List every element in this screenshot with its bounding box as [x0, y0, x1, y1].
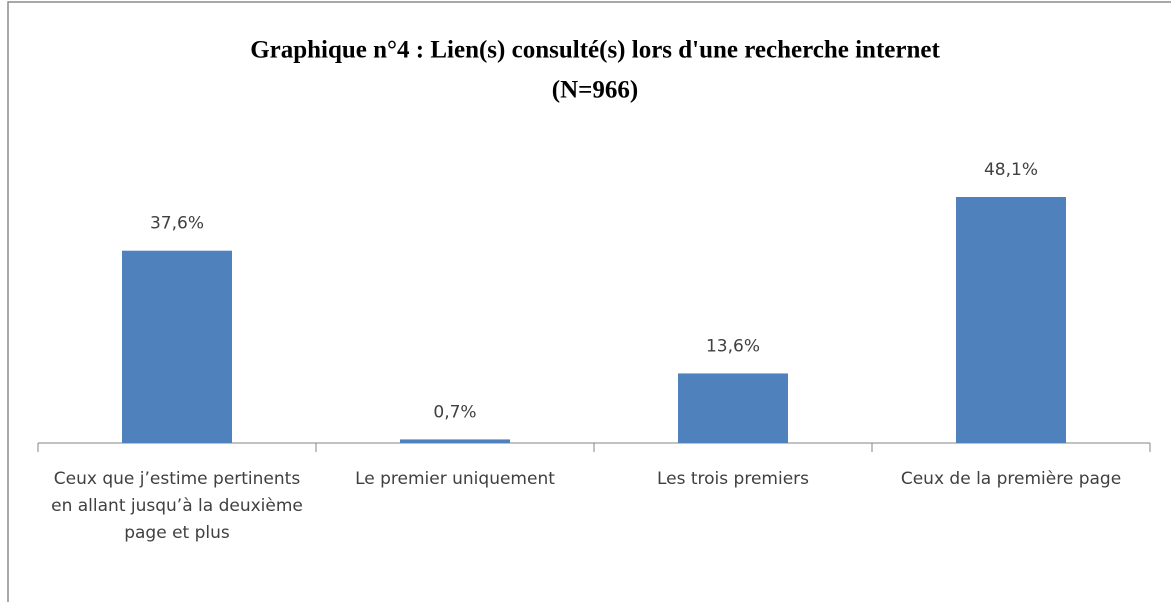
x-tick-label: Le premier uniquement [355, 469, 555, 489]
value-label: 37,6% [150, 214, 204, 234]
bar [956, 197, 1066, 443]
bar [678, 373, 788, 443]
chart-frame [7, 1, 1171, 602]
value-label: 13,6% [706, 336, 760, 356]
x-tick-label: Ceux de la première page [900, 469, 1122, 489]
value-label: 48,1% [984, 160, 1038, 180]
chart-subtitle: (N=966) [552, 77, 638, 104]
x-tick-label: Les trois premiers [656, 469, 809, 489]
x-tick-label: Ceux que j’estime pertinents en allant j… [51, 469, 303, 543]
bar [400, 439, 510, 443]
chart-title: Graphique n°4 : Lien(s) consulté(s) lors… [250, 37, 940, 64]
bar [122, 250, 232, 443]
value-label: 0,7% [433, 402, 476, 422]
